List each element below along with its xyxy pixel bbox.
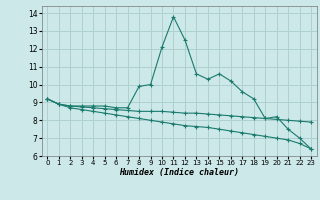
- X-axis label: Humidex (Indice chaleur): Humidex (Indice chaleur): [119, 168, 239, 177]
